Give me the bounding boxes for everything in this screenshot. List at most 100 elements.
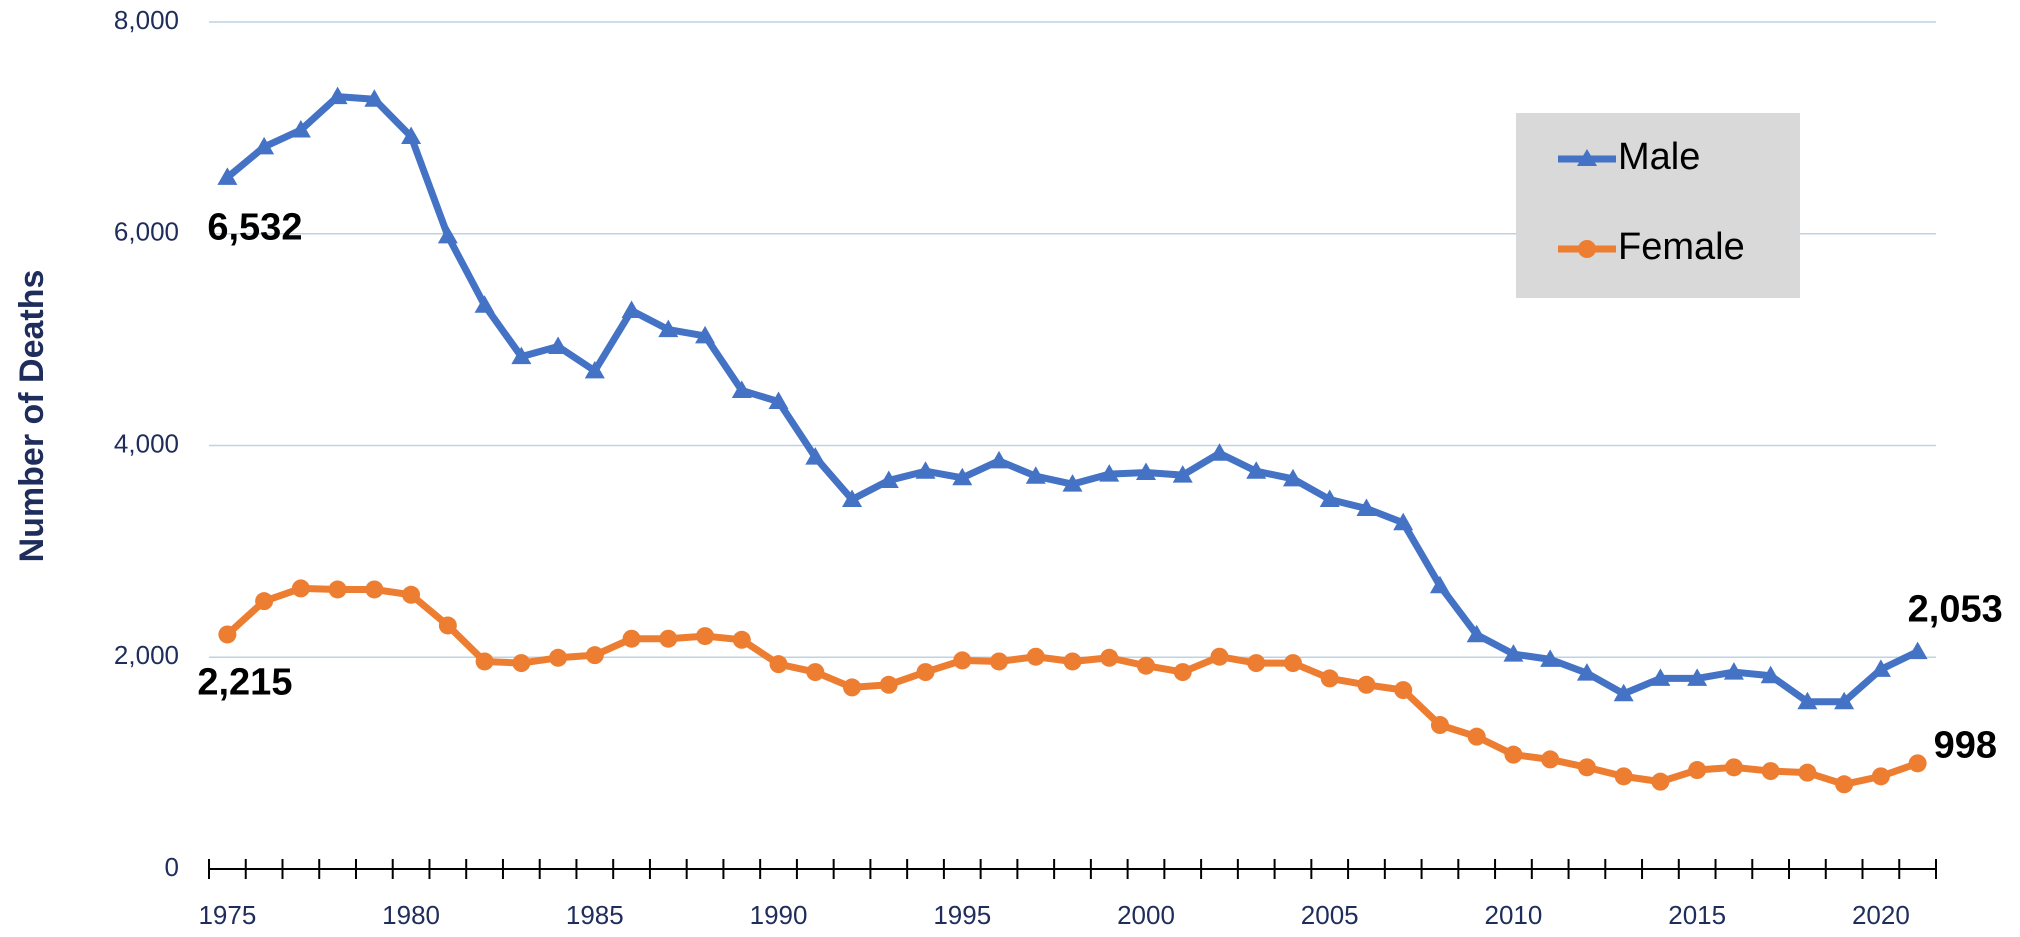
data-point [1026, 647, 1045, 666]
data-point [401, 126, 422, 145]
data-point [1613, 683, 1634, 702]
data-point [1723, 662, 1744, 680]
data-point [621, 300, 642, 319]
data-point [585, 646, 604, 665]
data-point [1357, 675, 1376, 694]
data-point [1503, 644, 1524, 662]
data-point [438, 616, 457, 635]
data-point [1907, 641, 1928, 660]
x-tick-label: 2010 [1485, 900, 1543, 930]
data-point [879, 675, 898, 694]
y-tick-label: 8,000 [114, 5, 179, 35]
data-point [1062, 474, 1083, 492]
x-tick-label: 1980 [382, 900, 440, 930]
data-point [1135, 462, 1156, 480]
data-point [255, 592, 274, 611]
y-tick-label: 2,000 [114, 640, 179, 670]
data-point [1319, 489, 1340, 507]
data-point [1577, 758, 1596, 777]
data-point [1393, 512, 1414, 531]
data-point [1797, 691, 1818, 710]
data-point [1283, 654, 1302, 673]
data-point [989, 450, 1010, 469]
legend-label: Male [1618, 136, 1700, 178]
data-point [1650, 668, 1671, 686]
data-point [1504, 745, 1523, 764]
data-point [1282, 468, 1303, 487]
data-point [1209, 443, 1230, 461]
data-point [1651, 772, 1670, 791]
data-point [1687, 668, 1708, 686]
data-point [1760, 665, 1781, 684]
data-point [1099, 464, 1120, 482]
data-point [1908, 754, 1927, 773]
data-point [952, 467, 973, 486]
data-point [806, 663, 825, 682]
data-point [512, 654, 531, 673]
data-point [1063, 652, 1082, 671]
data-point [768, 391, 789, 410]
y-tick-label: 4,000 [114, 428, 179, 458]
data-point [1688, 761, 1707, 780]
data-point [622, 629, 641, 648]
data-point [1100, 648, 1119, 667]
data-point [1614, 767, 1633, 786]
data-point [1576, 663, 1597, 681]
data-point [291, 579, 310, 598]
x-tick-label: 2020 [1852, 900, 1910, 930]
data-label: 6,532 [207, 206, 302, 248]
data-point [511, 346, 532, 365]
data-label: 998 [1934, 724, 1997, 766]
data-point [1541, 750, 1560, 769]
data-point [548, 336, 569, 355]
x-tick-label: 2000 [1117, 900, 1175, 930]
data-point [327, 86, 348, 105]
data-point [915, 461, 936, 479]
data-label: 2,053 [1908, 589, 2003, 631]
data-point [1320, 669, 1339, 688]
x-tick-label: 2015 [1668, 900, 1726, 930]
data-point [1356, 498, 1377, 516]
data-point [805, 447, 826, 465]
legend-box [1516, 113, 1800, 298]
data-point [953, 651, 972, 670]
x-tick-label: 1995 [933, 900, 991, 930]
data-point [1761, 762, 1780, 781]
data-point [1540, 649, 1561, 667]
data-point [1870, 659, 1891, 677]
data-point [878, 470, 899, 488]
data-point [1247, 654, 1266, 673]
x-tick-label: 2005 [1301, 900, 1359, 930]
data-point [1429, 575, 1450, 594]
data-point [474, 295, 495, 313]
y-axis-title: Number of Deaths [13, 270, 51, 563]
data-point [1210, 647, 1229, 666]
x-tick-label: 1975 [198, 900, 256, 930]
legend-marker [1578, 240, 1596, 258]
data-point [696, 627, 715, 646]
data-point [1173, 663, 1192, 682]
data-point [1430, 716, 1449, 735]
data-point [1724, 758, 1743, 777]
data-point [843, 678, 862, 697]
data-point [658, 319, 679, 338]
data-point [916, 663, 935, 682]
data-point [1871, 767, 1890, 786]
y-tick-label: 6,000 [114, 217, 179, 247]
data-point [1136, 656, 1155, 675]
data-point [1798, 763, 1817, 782]
data-point [365, 580, 384, 599]
data-point [990, 652, 1009, 671]
legend-label: Female [1618, 226, 1745, 268]
data-point [1466, 624, 1487, 643]
data-point [769, 655, 788, 674]
data-point [218, 625, 237, 644]
x-tick-label: 1985 [566, 900, 624, 930]
data-point [1835, 775, 1854, 794]
data-point [1834, 691, 1855, 710]
data-point [290, 119, 311, 138]
data-point [437, 225, 458, 244]
data-point [659, 629, 678, 648]
data-point [254, 136, 275, 155]
